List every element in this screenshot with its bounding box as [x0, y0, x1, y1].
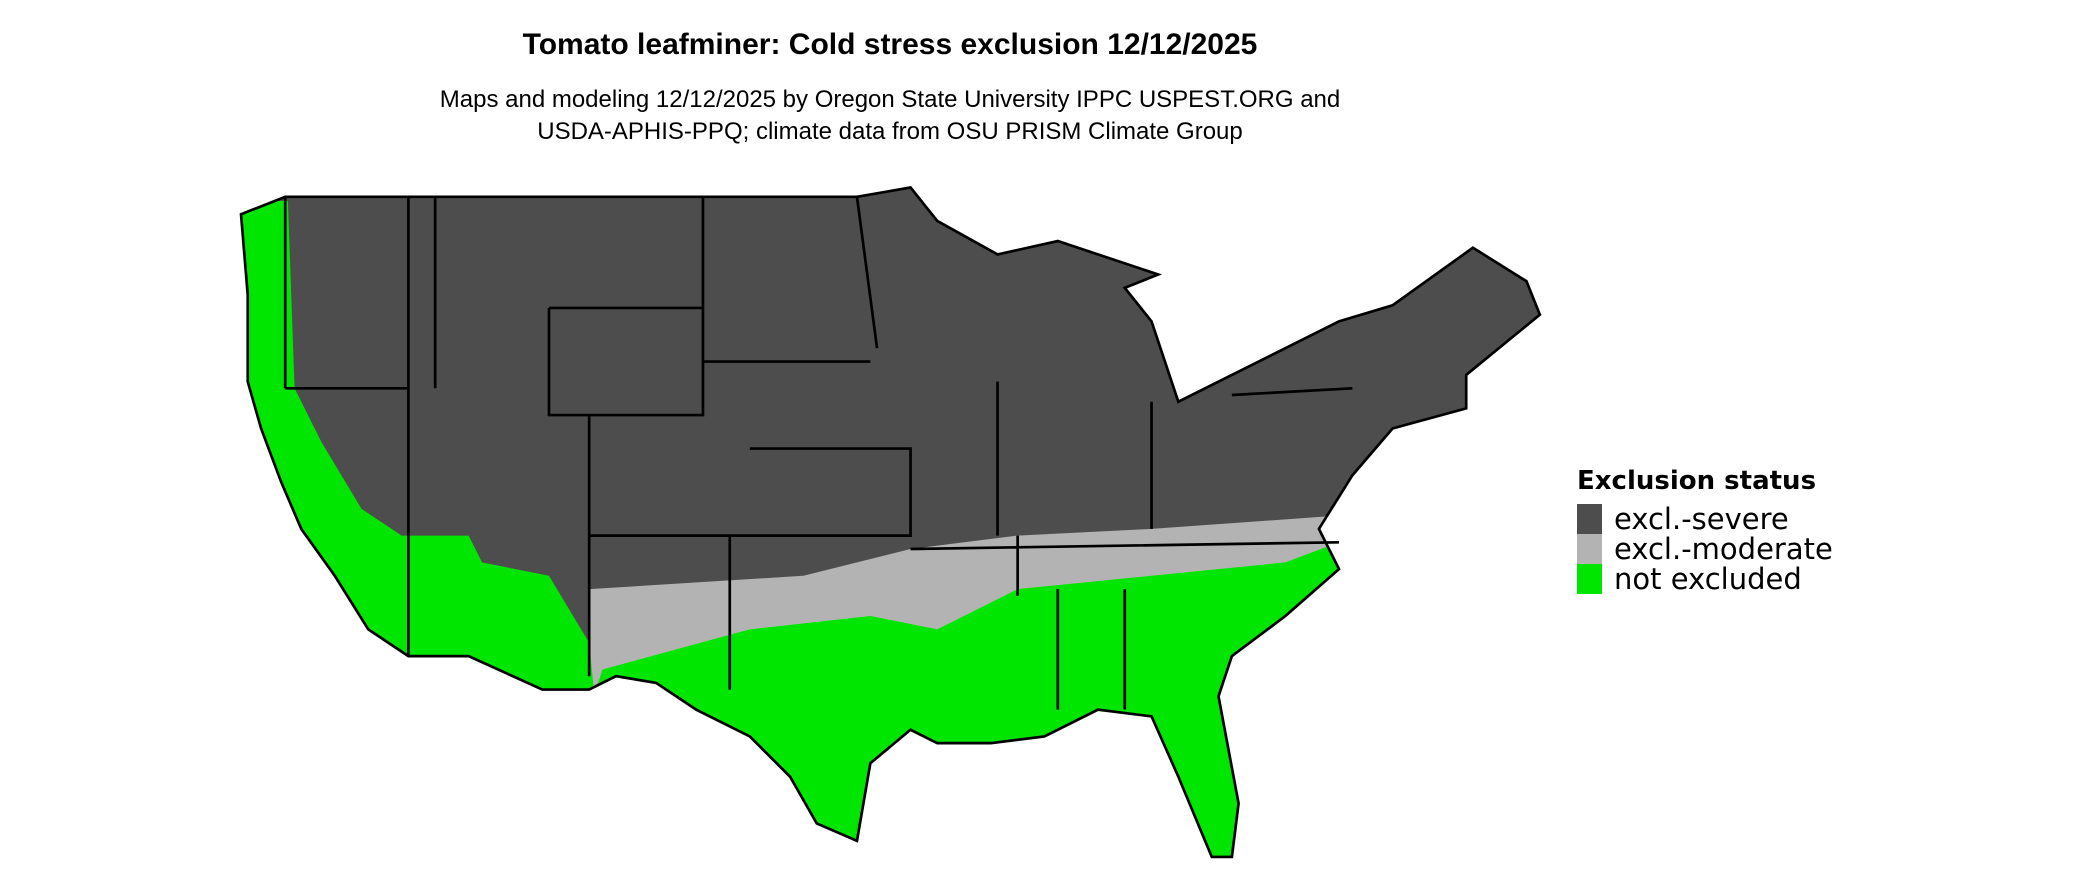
legend-label: not excluded: [1614, 562, 1802, 596]
state-borders: [239, 186, 1542, 859]
zone-excl-moderate: [589, 515, 1339, 697]
legend-item-excl-moderate: excl.-moderate: [1577, 532, 1833, 566]
legend-item-not-excluded: not excluded: [1577, 562, 1833, 596]
map-title: Tomato leafminer: Cold stress exclusion …: [522, 28, 1258, 61]
legend-label: excl.-severe: [1614, 502, 1789, 536]
legend-item-excl-severe: excl.-severe: [1577, 502, 1833, 536]
legend-label: excl.-moderate: [1614, 532, 1833, 566]
subtitle-line-1: Maps and modeling 12/12/2025 by Oregon S…: [439, 86, 1341, 113]
legend-title: Exclusion status: [1577, 466, 1817, 496]
legend-swatch: [1577, 534, 1602, 564]
legend: Exclusion status excl.-severe excl.-mode…: [1577, 466, 1833, 596]
legend-swatch: [1577, 504, 1602, 534]
legend-swatch: [1577, 564, 1602, 594]
map-subtitle: Maps and modeling 12/12/2025 by Oregon S…: [0, 84, 1780, 148]
subtitle-line-2: USDA-APHIS-PPQ; climate data from OSU PR…: [537, 118, 1243, 145]
